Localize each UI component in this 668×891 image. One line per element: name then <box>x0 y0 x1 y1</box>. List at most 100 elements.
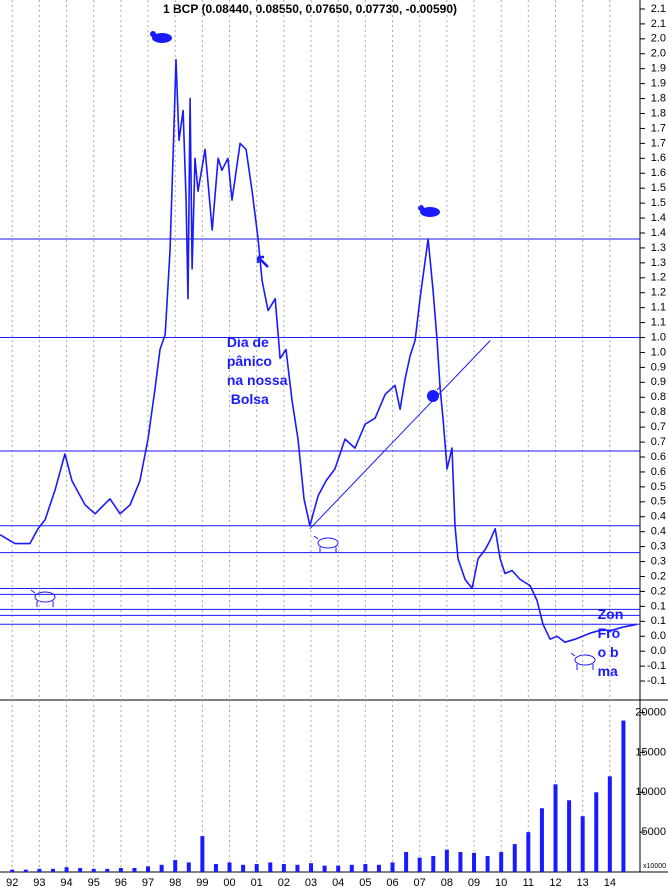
y-tick-label: -0.1 <box>647 660 666 672</box>
x-tick-label: 04 <box>332 877 344 889</box>
y-tick-label: 1.3 <box>651 257 666 269</box>
volume-bar <box>213 864 218 872</box>
y-tick-label: 0.1 <box>651 615 666 627</box>
y-tick-label: 0.6 <box>651 451 666 463</box>
volume-bar <box>173 860 178 872</box>
volume-tick-label: 20000 <box>635 706 666 718</box>
volume-bar <box>553 784 558 872</box>
y-tick-label: 2.0 <box>651 33 666 45</box>
x-tick-label: 01 <box>251 877 263 889</box>
volume-bar <box>485 856 490 872</box>
volume-bar <box>621 720 626 872</box>
volume-tick-label: 15000 <box>635 746 666 758</box>
volume-bar <box>309 863 314 872</box>
y-tick-label: 1.0 <box>651 331 666 343</box>
volume-bar <box>322 865 327 872</box>
volume-bar <box>295 864 300 872</box>
volume-bar <box>91 868 96 872</box>
x-tick-label: 12 <box>549 877 561 889</box>
y-tick-label: 0.0 <box>651 630 666 642</box>
y-tick-label: 1.9 <box>651 63 666 75</box>
bull-icon <box>30 589 56 607</box>
x-tick-label: 92 <box>6 877 18 889</box>
volume-bar <box>227 862 232 872</box>
x-tick-label: 09 <box>468 877 480 889</box>
x-tick-label: 93 <box>33 877 45 889</box>
volume-bar <box>499 852 504 872</box>
volume-bar <box>417 857 422 872</box>
volume-bar <box>539 808 544 872</box>
bear-icon <box>150 31 172 43</box>
y-tick-label: 2.1 <box>651 18 666 30</box>
volume-bar <box>458 852 463 872</box>
y-tick-label: 1.1 <box>651 317 666 329</box>
x-tick-label: 07 <box>414 877 426 889</box>
annotation: ma <box>598 663 618 679</box>
y-tick-label: 1.7 <box>651 137 666 149</box>
volume-bar <box>146 866 151 872</box>
volume-bar <box>349 864 354 872</box>
y-tick-label: 1.4 <box>651 212 666 224</box>
y-tick-label: 1.4 <box>651 227 666 239</box>
y-tick-label: 0.8 <box>651 406 666 418</box>
bull-icon <box>570 652 596 670</box>
price-line <box>0 58 638 643</box>
annotation: na nossa <box>227 372 288 388</box>
x-tick-label: 14 <box>604 877 616 889</box>
annotation: pânico <box>227 353 272 369</box>
x-tick-label: 98 <box>169 877 181 889</box>
x-tick-label: 05 <box>359 877 371 889</box>
y-tick-label: 0.1 <box>651 600 666 612</box>
volume-bar <box>336 865 341 872</box>
y-tick-label: 0.9 <box>651 361 666 373</box>
volume-bar <box>132 868 137 872</box>
y-tick-label: 1.3 <box>651 242 666 254</box>
volume-bar <box>10 869 15 872</box>
y-tick-label: 1.5 <box>651 197 666 209</box>
y-tick-label: 1.2 <box>651 287 666 299</box>
volume-bar <box>64 867 69 872</box>
annotation: o b <box>598 644 619 660</box>
annotation: Bolsa <box>227 391 269 407</box>
volume-bar <box>594 792 599 872</box>
y-tick-label: 0.2 <box>651 585 666 597</box>
volume-bar <box>159 864 164 872</box>
y-tick-label: 0.9 <box>651 376 666 388</box>
y-tick-label: 0.7 <box>651 436 666 448</box>
annotation: Fro <box>598 625 621 641</box>
y-tick-label: 0.8 <box>651 391 666 403</box>
volume-bar <box>472 852 477 872</box>
y-tick-label: 1.6 <box>651 167 666 179</box>
y-tick-label: 1.1 <box>651 302 666 314</box>
y-tick-label: 0.5 <box>651 481 666 493</box>
volume-bar <box>431 856 436 872</box>
volume-bar <box>105 868 110 872</box>
y-tick-label: 0.2 <box>651 570 666 582</box>
y-tick-label: 0.3 <box>651 541 666 553</box>
y-tick-label: 0.7 <box>651 421 666 433</box>
volume-bar <box>444 849 449 872</box>
volume-bar <box>607 776 612 872</box>
volume-bar <box>186 862 191 872</box>
annotation: Dia de <box>227 334 269 350</box>
x-tick-label: 06 <box>386 877 398 889</box>
y-tick-label: 1.2 <box>651 272 666 284</box>
y-tick-label: 0.4 <box>651 526 666 538</box>
volume-bar <box>404 852 409 872</box>
x-tick-label: 02 <box>278 877 290 889</box>
y-tick-label: 1.0 <box>651 346 666 358</box>
chart-title: 1 BCP (0.08440, 0.08550, 0.07650, 0.0773… <box>163 2 457 16</box>
y-tick-label: 1.8 <box>651 92 666 104</box>
y-tick-label: 1.5 <box>651 182 666 194</box>
volume-bar <box>78 868 83 872</box>
y-tick-label: -0.1 <box>647 675 666 687</box>
y-tick-label: 0.3 <box>651 555 666 567</box>
y-tick-label: 0.5 <box>651 496 666 508</box>
x-tick-label: 94 <box>60 877 72 889</box>
y-tick-label: 2.1 <box>651 3 666 15</box>
volume-bar <box>241 864 246 872</box>
bull-icon <box>313 535 339 553</box>
x-tick-label: 96 <box>115 877 127 889</box>
